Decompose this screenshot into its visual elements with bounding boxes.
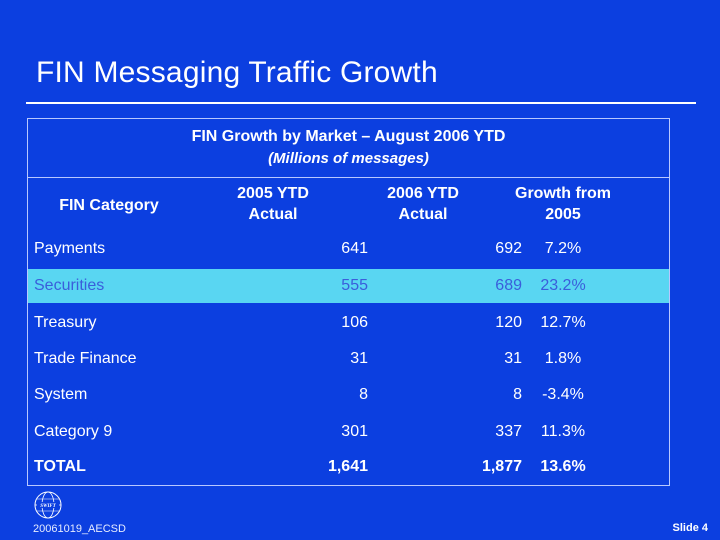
row-category: Securities <box>34 277 105 294</box>
column-header-2006: 2006 YTD Actual <box>348 183 498 225</box>
row-2006-value: 689 <box>495 277 522 294</box>
column-header-2005: 2005 YTD Actual <box>198 183 348 225</box>
table-row: Payments 641 692 7.2% <box>28 232 669 266</box>
total-growth-value: 13.6% <box>540 458 586 475</box>
total-2006-value: 1,877 <box>481 458 522 475</box>
row-2006-value: 8 <box>513 386 522 403</box>
row-growth-value: 23.2% <box>540 277 586 294</box>
fin-growth-table: FIN Growth by Market – August 2006 YTD (… <box>27 118 670 486</box>
total-2005-value: 1,641 <box>327 458 368 475</box>
table-row: Treasury 106 120 12.7% <box>28 306 669 340</box>
footer-document-code: 20061019_AECSD <box>33 523 126 535</box>
table-row: System 8 8 -3.4% <box>28 378 669 412</box>
header-2005-line1: 2005 YTD <box>237 185 309 202</box>
slide-number: Slide 4 <box>672 522 708 534</box>
header-2005-line2: Actual <box>248 206 298 223</box>
table-row: Category 9 301 337 11.3% <box>28 415 669 449</box>
row-2005-value: 31 <box>350 350 368 367</box>
table-row-highlighted: Securities 555 689 23.2% <box>28 269 669 303</box>
row-2006-value: 337 <box>495 423 522 440</box>
row-category: System <box>34 386 88 403</box>
row-2006-value: 31 <box>504 350 522 367</box>
row-2005-value: 555 <box>341 277 368 294</box>
row-category: Payments <box>34 240 106 257</box>
header-growth-line2: 2005 <box>545 206 581 223</box>
row-growth-value: -3.4% <box>542 386 584 403</box>
total-label: TOTAL <box>34 458 86 475</box>
header-category-label: FIN Category <box>59 197 159 214</box>
row-category: Trade Finance <box>34 350 137 367</box>
header-2006-line2: Actual <box>398 206 448 223</box>
column-header-growth: Growth from 2005 <box>488 183 638 225</box>
row-2005-value: 8 <box>359 386 368 403</box>
row-2005-value: 301 <box>341 423 368 440</box>
table-row: Trade Finance 31 31 1.8% <box>28 342 669 376</box>
header-growth-line1: Growth from <box>515 185 611 202</box>
row-growth-value: 1.8% <box>544 350 582 367</box>
title-divider <box>26 102 696 104</box>
logo-text: SWIFT <box>40 504 57 509</box>
table-title: FIN Growth by Market – August 2006 YTD <box>191 128 506 145</box>
table-subtitle: (Millions of messages) <box>268 150 429 167</box>
row-growth-value: 11.3% <box>540 423 586 440</box>
row-2005-value: 641 <box>341 240 368 257</box>
row-growth-value: 7.2% <box>544 240 582 257</box>
column-header-category: FIN Category <box>34 195 184 216</box>
row-category: Category 9 <box>34 423 113 440</box>
row-2005-value: 106 <box>341 314 368 331</box>
row-2006-value: 692 <box>495 240 522 257</box>
row-category: Treasury <box>34 314 97 331</box>
slide-title: FIN Messaging Traffic Growth <box>36 56 438 89</box>
table-title-band: FIN Growth by Market – August 2006 YTD (… <box>28 119 669 178</box>
row-2006-value: 120 <box>495 314 522 331</box>
header-2006-line1: 2006 YTD <box>387 185 459 202</box>
swift-globe-icon: SWIFT <box>34 491 62 519</box>
table-total-row: TOTAL 1,641 1,877 13.6% <box>28 450 669 484</box>
row-growth-value: 12.7% <box>540 314 586 331</box>
